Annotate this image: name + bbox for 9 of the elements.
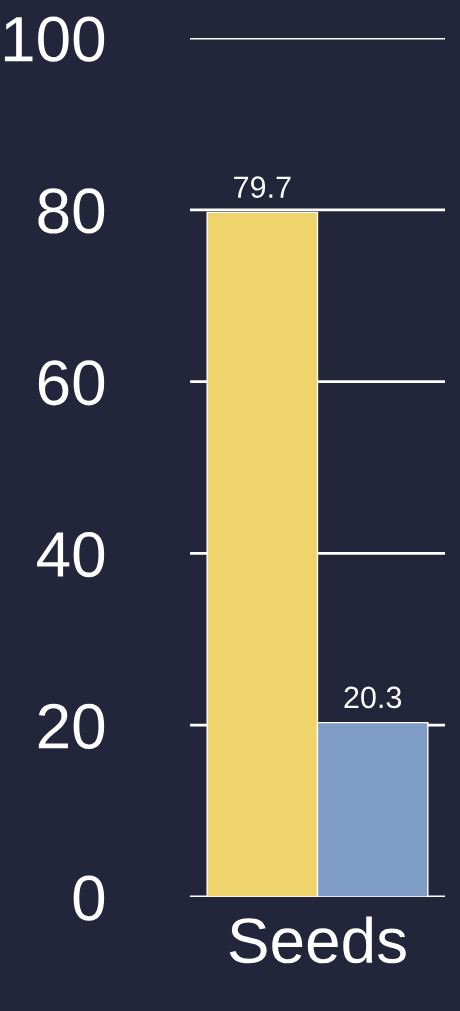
- y-tick-label: 100: [4, 16, 105, 62]
- y-tick-label: 20: [38, 703, 105, 749]
- y-tick-label: 0: [73, 875, 105, 921]
- y-tick-label: 60: [38, 360, 105, 406]
- data-label: 20.3: [344, 686, 402, 709]
- y-tick-label: 80: [38, 188, 105, 234]
- data-label: 79.7: [234, 176, 291, 198]
- y-tick-label: 40: [37, 531, 105, 578]
- x-tick-label: Seeds: [229, 916, 406, 964]
